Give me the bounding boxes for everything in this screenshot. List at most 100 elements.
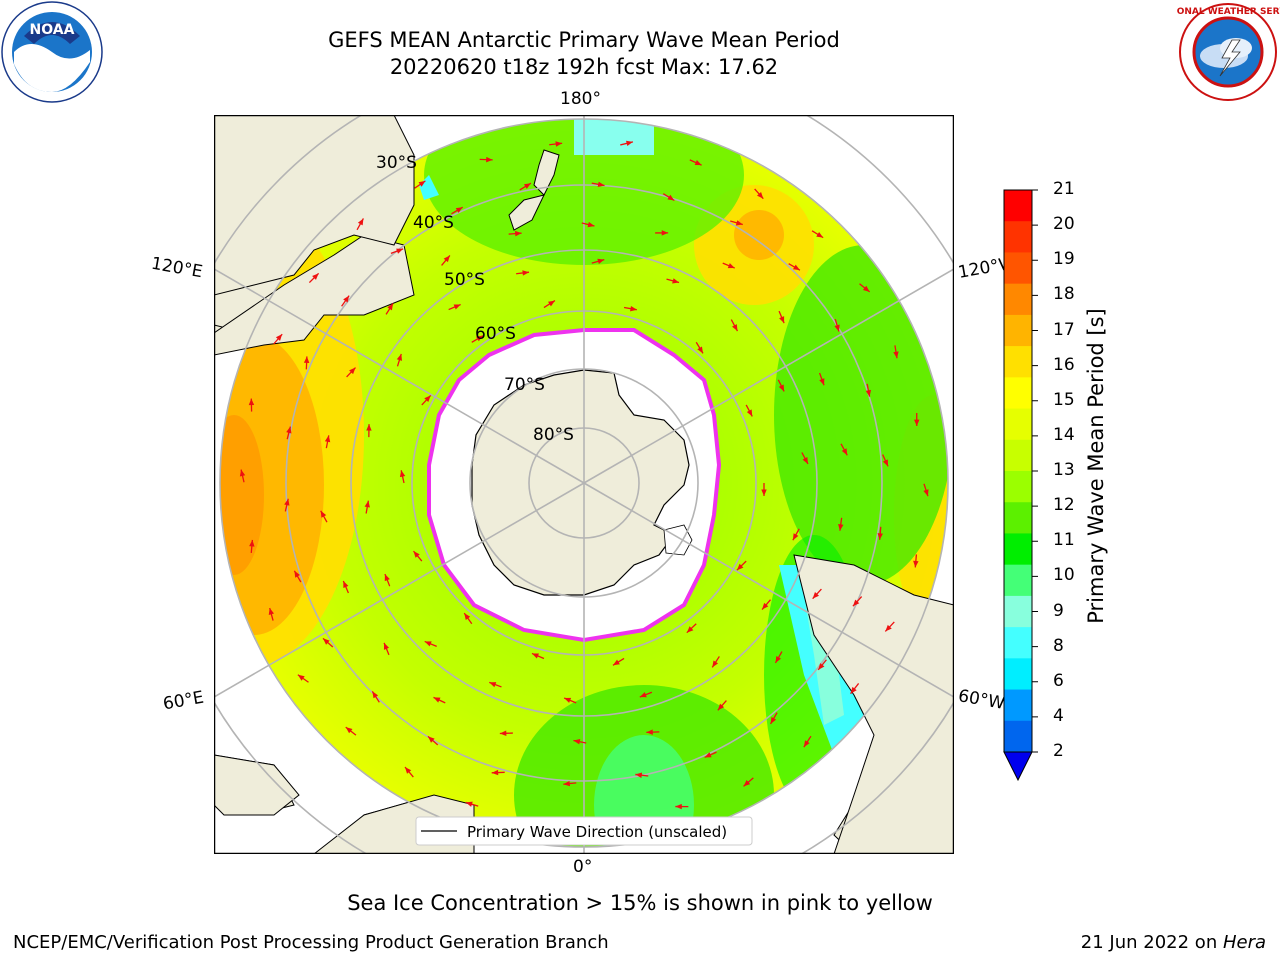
wave-arrow-head [612,659,620,666]
wave-arrow-head [762,602,769,610]
wave-arrow-head [387,303,394,311]
wave-arrow-head [630,305,637,312]
wave-arrow-head [792,264,800,271]
wave-arrow-head [384,574,390,582]
colorbar-segment [1004,564,1032,597]
colorbar-tick-label: 16 [1053,354,1075,375]
wave-arrow-head [756,192,764,199]
wave-arrow-head [885,624,892,632]
colorbar-tick-label: 18 [1053,284,1075,305]
colorbar-segment [1004,627,1032,659]
wave-arrow-head [882,459,889,467]
lat-label-50s: 50°S [444,270,485,290]
wave-arrow-head [661,230,669,236]
wave-arrow-head [735,220,743,226]
wave-arrow-head [573,739,581,745]
wave-arrow-head [297,674,305,681]
colorbar-tick-label: 8 [1053,635,1064,656]
lon-label-0: 0° [573,857,593,877]
colorbar-segment [1004,377,1032,410]
wave-arrow-head [286,426,292,434]
wave-arrow-head [399,470,406,478]
wave-arrow-head [433,697,441,703]
wave-arrow-head [548,300,555,307]
wave-arrow-head [499,730,507,737]
colorbar-segment [1004,720,1032,753]
nws-logo-icon: NATIONAL WEATHER SERVICE [1176,3,1280,101]
wave-arrow-head [803,740,810,748]
wave-arrow-head [424,395,431,402]
land-masses [214,115,954,854]
colorbar-tick-label: 17 [1053,319,1075,340]
wave-arrow-head [453,304,461,310]
wave-arrow-head [268,608,275,615]
lat-label-60s: 60°S [475,324,516,344]
map-panel: Primary Wave Direction (unscaled) [214,115,954,854]
sea-ice-note: Sea Ice Concentration > 15% is shown in … [347,891,933,915]
map-legend: Primary Wave Direction (unscaled) [415,816,753,846]
wave-arrow-head [248,398,255,406]
wave-arrow-head [464,613,471,620]
wave-arrow-head [587,221,595,228]
wave-arrow-head [523,183,531,189]
wave-arrow-head [770,716,777,724]
noaa-logo-icon: NOAA [1,1,103,103]
wave-arrow-head [364,500,370,508]
wave-arrow-head [366,424,372,431]
wave-arrow-head [396,248,404,254]
wave-arrow-head [877,533,883,540]
colorbar-tick-label: 10 [1053,565,1075,586]
wave-arrow-head [427,736,435,743]
colorbar-segment [1004,533,1032,566]
colorbar-segment [1004,502,1032,534]
wave-arrow-head [923,489,929,497]
wave-arrow-head [418,180,426,187]
wave-arrow-head [746,409,753,417]
lon-label-60w: 60°W [956,686,1007,714]
colorbar-tick-label: 2 [1053,741,1064,761]
legend-label: Primary Wave Direction (unscaled) [467,823,727,841]
wave-arrow-head [675,803,682,810]
wave-arrow-head [443,255,450,263]
wave-arrow-head [396,353,403,361]
wave-arrow-head [489,682,497,688]
colorbar-segment [1004,283,1032,316]
wave-arrow-head [667,194,675,201]
lon-label-60e: 60°E [161,687,206,715]
wave-arrow-head [294,570,300,578]
wave-arrow-head [818,663,825,670]
wave-arrow-head [694,160,702,166]
wave-arrow-head [736,563,744,571]
chart-subtitle: 20220620 t18z 192h fcst Max: 17.62 [389,55,779,79]
wave-arrow-head [717,703,725,711]
wave-arrow-head [792,533,799,541]
wave-arrow-head [465,801,473,807]
colorbar-tick-label: 9 [1053,600,1064,621]
colorbar-extend-triangle [1003,751,1033,782]
wave-arrow-head [732,324,738,332]
colorbar-segment [1004,658,1032,691]
antarctica [427,328,722,643]
wave-arrow-head [343,295,350,303]
wave-arrow-head [597,181,605,188]
map-frame [214,115,954,854]
colorbar-segment [1004,190,1032,222]
wave-arrow-head [239,469,246,477]
wave-arrow-head [686,626,694,633]
wave-arrow-head [841,448,848,456]
wave-arrow-head [531,653,539,659]
lon-label-180: 180° [560,89,601,109]
wave-arrow-head [424,641,432,647]
wave-arrow-head [349,367,356,375]
wave-arrow-head [455,207,463,213]
colorbar-tick-label: 6 [1053,670,1064,691]
colorbar-tick-label: 15 [1053,389,1075,410]
wave-arrow-head [343,581,349,589]
wave-arrow-head [727,263,735,269]
wave-arrow-head [775,655,782,663]
colorbar-tick-label: 19 [1053,249,1075,270]
wave-arrow-head [779,316,785,324]
wave-arrow-head [778,384,785,392]
noaa-logo-text: NOAA [30,22,75,38]
wave-arrow-head [345,727,353,734]
